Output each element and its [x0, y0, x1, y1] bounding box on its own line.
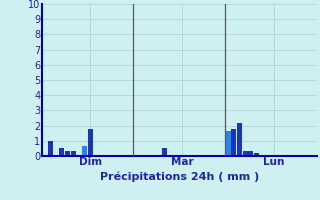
Bar	[243, 151, 248, 156]
Bar	[254, 153, 259, 156]
X-axis label: Précipitations 24h ( mm ): Précipitations 24h ( mm )	[100, 172, 259, 182]
Bar	[70, 151, 76, 156]
Bar	[88, 129, 93, 156]
Bar	[248, 151, 253, 156]
Bar	[225, 131, 230, 156]
Bar	[65, 151, 70, 156]
Bar	[231, 129, 236, 156]
Bar	[162, 148, 167, 156]
Bar	[82, 146, 87, 156]
Bar	[48, 141, 53, 156]
Bar	[59, 148, 64, 156]
Bar	[237, 123, 242, 156]
